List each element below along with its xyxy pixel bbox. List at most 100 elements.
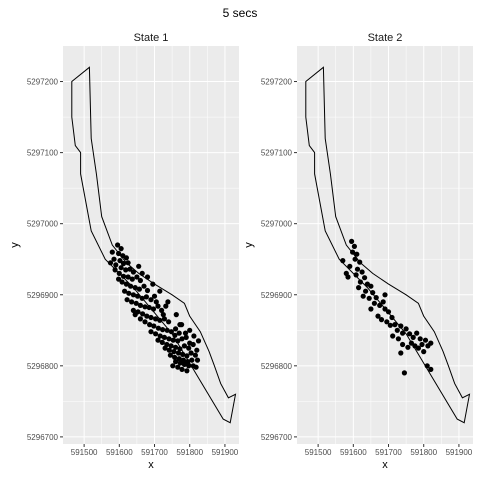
y-tick-label: 5297000 — [27, 220, 59, 229]
y-tick-label: 5296800 — [27, 362, 59, 371]
data-point — [408, 340, 414, 346]
data-point — [184, 353, 190, 359]
data-point — [144, 313, 150, 319]
data-point — [362, 275, 368, 281]
data-point — [144, 287, 151, 294]
data-point — [385, 309, 392, 315]
data-point — [354, 251, 360, 257]
data-point — [180, 351, 186, 357]
data-point — [122, 288, 128, 294]
data-point — [155, 303, 161, 309]
data-point — [186, 345, 192, 351]
y-tick-label: 5296700 — [27, 433, 59, 442]
x-axis-label-state-1: x — [148, 459, 154, 471]
data-point — [176, 356, 182, 362]
data-point — [155, 337, 161, 343]
data-point — [116, 276, 122, 282]
data-point — [387, 322, 393, 328]
data-point — [112, 267, 118, 273]
data-point — [371, 300, 377, 306]
y-tick-label: 5297100 — [261, 149, 293, 158]
data-point — [157, 333, 163, 339]
data-point — [160, 327, 166, 333]
panel-state-1: State 1 591500 591600 591700 591800 591900 5… — [9, 28, 239, 471]
points-state-2 — [340, 238, 434, 376]
x-tick-label: 591800 — [410, 448, 437, 457]
data-point — [395, 336, 401, 342]
data-point — [353, 272, 359, 278]
x-tick-label: 591900 — [212, 448, 239, 457]
data-point — [350, 249, 356, 255]
data-point — [377, 302, 383, 308]
data-point — [137, 316, 143, 322]
x-tick-label: 591700 — [375, 448, 402, 457]
y-tick-label: 5296900 — [261, 291, 293, 300]
data-point — [173, 312, 179, 318]
data-point — [170, 337, 176, 343]
y-tick-label: 5296800 — [261, 362, 293, 371]
data-point — [113, 262, 119, 268]
data-point — [375, 313, 381, 319]
data-point — [181, 343, 187, 349]
data-point — [347, 263, 353, 269]
data-point — [360, 293, 366, 299]
data-point — [195, 338, 202, 344]
data-point — [356, 285, 362, 291]
data-point — [116, 270, 122, 276]
data-point — [345, 274, 351, 280]
data-point — [428, 366, 434, 372]
data-point — [173, 359, 179, 365]
data-point — [136, 286, 142, 292]
data-point — [132, 312, 138, 318]
data-point — [164, 327, 170, 333]
data-point — [349, 238, 355, 244]
data-point — [400, 330, 406, 336]
data-point — [162, 345, 168, 351]
data-point — [123, 255, 129, 261]
data-point — [159, 307, 165, 313]
data-point — [378, 317, 385, 323]
data-point — [142, 319, 148, 325]
data-point — [160, 312, 166, 318]
y-tick-label: 5296900 — [27, 291, 59, 300]
x-axis-label-state-2: x — [382, 459, 388, 471]
data-point — [368, 283, 374, 289]
data-point — [118, 265, 124, 271]
x-tick-label: 591600 — [106, 448, 133, 457]
data-point — [146, 304, 152, 311]
data-point — [407, 331, 413, 337]
data-point — [170, 363, 176, 369]
data-point — [359, 269, 365, 275]
data-point — [144, 274, 151, 280]
points-state-1 — [107, 242, 202, 374]
data-point — [417, 336, 423, 342]
data-point — [141, 283, 147, 289]
data-point — [134, 274, 140, 280]
data-point — [120, 273, 127, 279]
data-point — [133, 300, 139, 306]
strip-label-state-2: State 2 — [368, 32, 403, 44]
data-point — [120, 260, 127, 267]
data-point — [139, 270, 145, 276]
data-point — [398, 323, 404, 329]
data-point — [150, 281, 156, 287]
data-point — [173, 326, 179, 332]
data-point — [148, 329, 154, 335]
data-point — [107, 260, 114, 266]
data-point — [161, 334, 167, 340]
grid-state-1 — [63, 46, 239, 444]
data-point — [401, 370, 407, 376]
data-point — [150, 306, 157, 312]
data-point — [193, 364, 199, 370]
data-point — [159, 339, 165, 345]
y-axis-ticks-state-1: 5296700 5296800 5296900 5297000 5297100 52972… — [27, 78, 63, 442]
data-point — [368, 306, 374, 312]
data-point — [167, 352, 173, 358]
data-point — [161, 316, 167, 322]
y-tick-label: 5296700 — [261, 433, 293, 442]
boundary-polygon-state-2 — [305, 66, 471, 424]
data-point — [153, 316, 159, 322]
data-point — [139, 295, 145, 301]
data-point — [366, 295, 372, 301]
data-point — [422, 337, 429, 343]
